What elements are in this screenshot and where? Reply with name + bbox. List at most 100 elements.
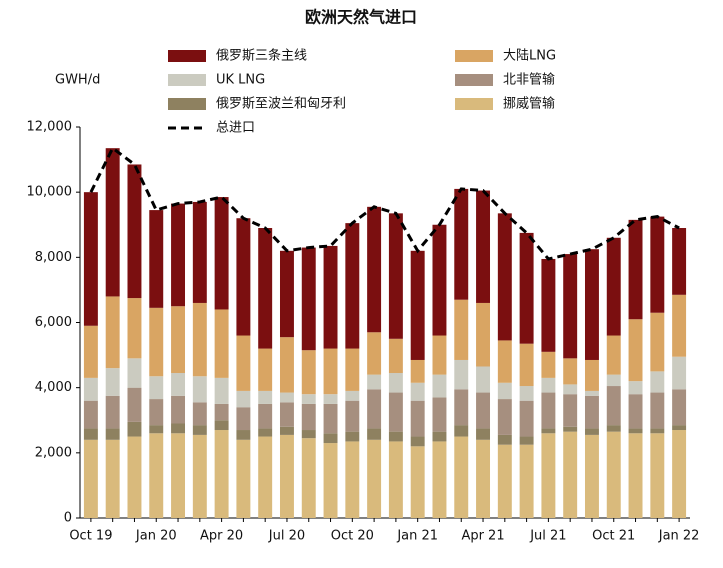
bar-segment: [83, 377, 98, 401]
x-tick-label: Jan 22: [658, 529, 700, 544]
bar-segment: [367, 428, 382, 440]
bar-segment: [650, 216, 665, 313]
bar-segment: [584, 434, 599, 518]
bar-segment: [497, 444, 512, 518]
legend-swatch: [455, 74, 493, 86]
y-tick-label: 0: [64, 511, 72, 526]
bar-segment: [323, 245, 338, 349]
bar-segment: [584, 249, 599, 360]
bar-segment: [171, 433, 186, 518]
bar-segment: [323, 394, 338, 404]
y-tick-label: 2,000: [35, 445, 72, 460]
bar-segment: [83, 192, 98, 326]
bar-segment: [301, 247, 316, 351]
bar-segment: [410, 436, 425, 447]
x-tick-label: Apr 21: [461, 529, 504, 544]
legend-label: 大陆LNG: [503, 48, 556, 64]
bar-segment: [454, 436, 469, 518]
x-tick-label: Jan 21: [396, 529, 438, 544]
bar-segment: [519, 436, 534, 445]
bar-segment: [236, 390, 251, 408]
bar-segment: [192, 376, 207, 403]
bar-segment: [541, 428, 556, 434]
bar-segment: [454, 389, 469, 426]
bar-segment: [323, 443, 338, 518]
bar-segment: [454, 359, 469, 390]
bar-segment: [236, 407, 251, 431]
bar-segment: [236, 335, 251, 391]
bar-segment: [279, 402, 294, 427]
bar-segment: [410, 359, 425, 383]
bar-segment: [83, 428, 98, 440]
bar-segment: [127, 387, 142, 422]
legend-label: 总进口: [216, 121, 255, 136]
bar-segment: [410, 382, 425, 401]
bar-segment: [279, 337, 294, 393]
bar-segment: [214, 197, 229, 310]
bar-segment: [367, 439, 382, 518]
legend-swatch: [455, 50, 493, 62]
bar-segment: [367, 389, 382, 429]
bar-segment: [432, 224, 447, 336]
bar-segment: [519, 232, 534, 344]
bar-segment: [497, 434, 512, 445]
bar-segment: [105, 148, 120, 297]
legend-label: 北非管输: [503, 72, 555, 88]
bar-segment: [214, 309, 229, 378]
bar-segment: [214, 420, 229, 431]
bar-segment: [628, 381, 643, 395]
y-tick-label: 10,000: [27, 185, 73, 200]
bar-segment: [388, 441, 403, 518]
bar-segment: [301, 403, 316, 431]
bar-segment: [672, 389, 687, 426]
bar-segment: [214, 403, 229, 421]
y-tick-label: 8,000: [35, 250, 72, 265]
bar-segment: [584, 395, 599, 429]
bar-segment: [606, 335, 621, 375]
bar-segment: [606, 237, 621, 336]
bar-segment: [672, 425, 687, 431]
x-tick-label: Oct 21: [592, 529, 635, 544]
x-tick-label: Jan 20: [135, 529, 177, 544]
bar-segment: [497, 382, 512, 400]
bar-segment: [454, 425, 469, 437]
bar-segment: [497, 399, 512, 435]
bar-segment: [584, 359, 599, 391]
bar-segment: [279, 392, 294, 403]
bar-segment: [454, 299, 469, 360]
x-tick-label: Jul 21: [529, 529, 566, 544]
bar-segment: [345, 390, 360, 401]
bar-segment: [345, 441, 360, 518]
legend-label: 俄罗斯至波兰和匈牙利: [216, 97, 346, 112]
bar-segment: [650, 433, 665, 518]
bar-segment: [149, 399, 164, 426]
bar-segment: [519, 444, 534, 518]
bar-segment: [367, 374, 382, 390]
bar-segment: [105, 428, 120, 440]
legend-swatch: [455, 98, 493, 110]
bar-segment: [476, 392, 491, 429]
bar-segment: [606, 431, 621, 518]
bar-segment: [149, 376, 164, 400]
bar-segment: [628, 433, 643, 518]
bar-segment: [388, 431, 403, 442]
x-tick-label: Jul 20: [268, 529, 305, 544]
bar-segment: [105, 296, 120, 369]
bar-segment: [432, 431, 447, 442]
bar-segment: [519, 400, 534, 437]
bar-segment: [541, 258, 556, 352]
bar-segment: [476, 190, 491, 303]
legend-swatch: [168, 74, 206, 86]
bar-segment: [258, 390, 273, 404]
bar-segment: [497, 213, 512, 341]
bar-segment: [258, 228, 273, 349]
bar-segment: [388, 338, 403, 374]
chart-title: 欧洲天然气进口: [305, 8, 417, 27]
bar-segment: [345, 431, 360, 442]
bar-segment: [410, 400, 425, 437]
bar-segment: [650, 392, 665, 429]
bar-segment: [301, 438, 316, 518]
bar-segment: [301, 430, 316, 439]
bar-segment: [563, 431, 578, 518]
